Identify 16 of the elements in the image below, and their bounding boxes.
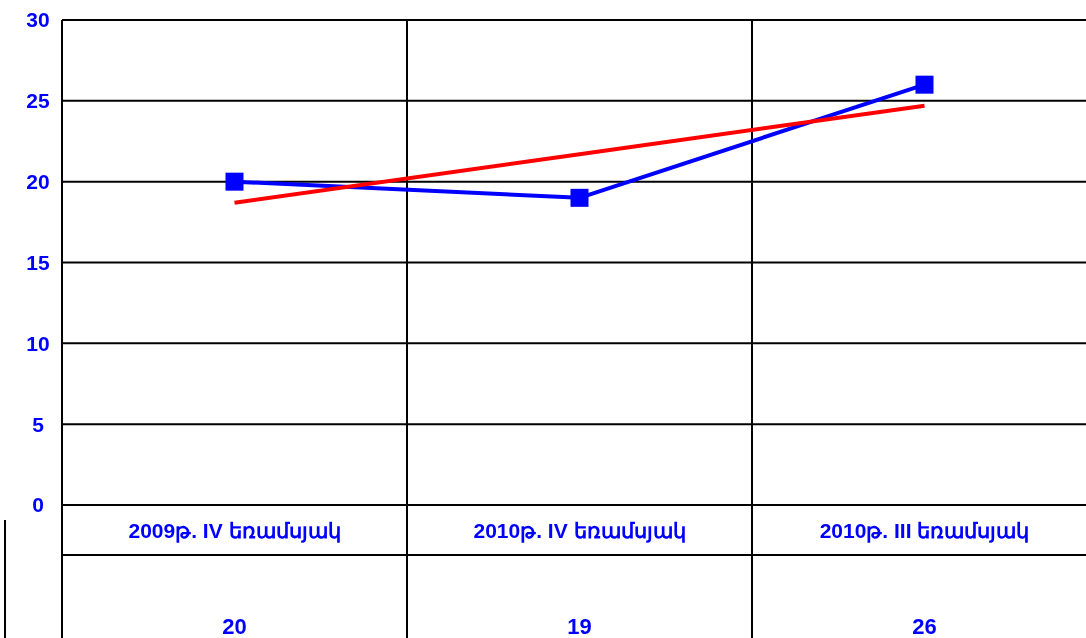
point: [915, 75, 934, 94]
data-label: 19: [567, 613, 592, 638]
point: [225, 172, 244, 191]
data-label: 20: [222, 613, 247, 638]
y-tick-label: 25: [26, 89, 50, 113]
x-tick-label: 2010թ. III եռամսյակ: [819, 519, 1030, 544]
data-label: 26: [912, 613, 937, 638]
y-tick-label: 0: [32, 493, 44, 517]
y-tick-label: 5: [32, 412, 45, 436]
y-tick-label: 10: [26, 331, 50, 355]
x-tick-label: 2009թ. IV եռամսյակ: [128, 519, 341, 544]
x-tick-label: 2010թ. IV եռամսյակ: [473, 519, 686, 544]
point: [570, 188, 589, 207]
y-tick-label: 30: [26, 8, 50, 32]
y-tick-label: 20: [26, 170, 50, 194]
y-tick-label: 15: [26, 250, 50, 274]
